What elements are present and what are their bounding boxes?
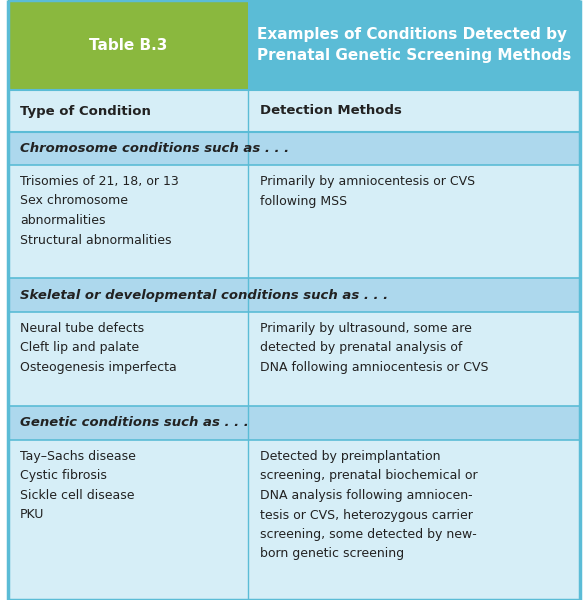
Text: Detection Methods: Detection Methods xyxy=(260,104,402,118)
Text: Chromosome conditions such as . . .: Chromosome conditions such as . . . xyxy=(20,142,289,155)
Bar xyxy=(8,440,580,600)
Bar xyxy=(8,132,580,165)
Text: Table B.3: Table B.3 xyxy=(89,37,167,52)
Text: Primarily by amniocentesis or CVS
following MSS: Primarily by amniocentesis or CVS follow… xyxy=(260,175,475,208)
Bar xyxy=(8,312,580,406)
Text: Type of Condition: Type of Condition xyxy=(20,104,151,118)
Bar xyxy=(248,0,580,90)
Text: Tay–Sachs disease
Cystic fibrosis
Sickle cell disease
PKU: Tay–Sachs disease Cystic fibrosis Sickle… xyxy=(20,450,136,521)
Bar xyxy=(8,165,580,278)
Text: Neural tube defects
Cleft lip and palate
Osteogenesis imperfecta: Neural tube defects Cleft lip and palate… xyxy=(20,322,177,374)
Text: Trisomies of 21, 18, or 13
Sex chromosome
abnormalities
Structural abnormalities: Trisomies of 21, 18, or 13 Sex chromosom… xyxy=(20,175,179,247)
Text: Detected by preimplantation
screening, prenatal biochemical or
DNA analysis foll: Detected by preimplantation screening, p… xyxy=(260,450,477,560)
Bar xyxy=(8,0,248,90)
Bar xyxy=(8,90,580,132)
Text: Genetic conditions such as . . .: Genetic conditions such as . . . xyxy=(20,416,249,430)
Text: Skeletal or developmental conditions such as . . .: Skeletal or developmental conditions suc… xyxy=(20,289,388,301)
Text: Primarily by ultrasound, some are
detected by prenatal analysis of
DNA following: Primarily by ultrasound, some are detect… xyxy=(260,322,489,374)
Text: Examples of Conditions Detected by
Prenatal Genetic Screening Methods: Examples of Conditions Detected by Prena… xyxy=(257,27,571,63)
Bar xyxy=(8,406,580,440)
Bar xyxy=(8,278,580,312)
